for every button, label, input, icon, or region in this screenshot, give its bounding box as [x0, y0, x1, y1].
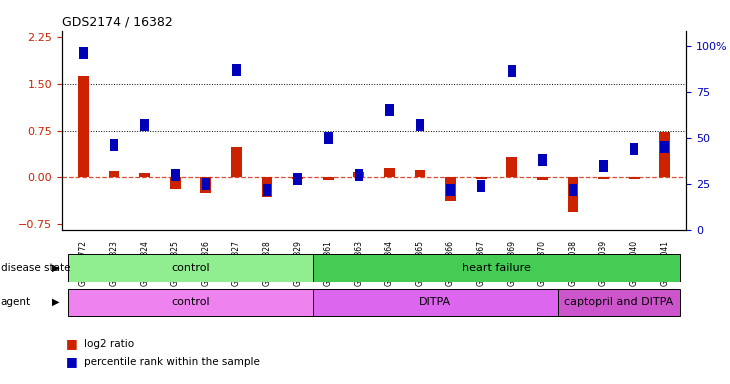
Bar [78, 76, 89, 177]
Bar [538, 154, 547, 166]
Text: ■: ■ [66, 355, 77, 368]
Bar [232, 64, 241, 76]
Text: percentile rank within the sample: percentile rank within the sample [84, 357, 260, 367]
Text: ▶: ▶ [53, 297, 60, 307]
Bar [537, 177, 548, 180]
Bar [140, 119, 149, 131]
Bar [323, 177, 334, 180]
Text: GDS2174 / 16382: GDS2174 / 16382 [62, 15, 173, 28]
Bar [558, 289, 680, 316]
Bar [313, 254, 680, 282]
Bar [170, 177, 180, 189]
Bar [476, 177, 487, 179]
Bar [263, 184, 272, 196]
Text: log2 ratio: log2 ratio [84, 339, 134, 349]
Bar [568, 177, 578, 212]
Bar [324, 132, 333, 144]
Bar [507, 65, 516, 78]
Bar [292, 177, 303, 179]
Bar [416, 119, 424, 131]
Bar [313, 289, 558, 316]
Bar [201, 177, 211, 193]
Bar [599, 160, 608, 172]
Bar [415, 170, 426, 177]
Bar [355, 169, 363, 181]
Bar [629, 177, 639, 179]
Bar [384, 168, 395, 177]
Text: ▶: ▶ [53, 263, 60, 273]
Bar [79, 47, 88, 59]
Bar [507, 157, 517, 177]
Bar [201, 178, 210, 190]
Bar [139, 173, 150, 177]
Bar [110, 139, 118, 151]
Bar [659, 132, 670, 177]
Text: heart failure: heart failure [462, 263, 531, 273]
Text: agent: agent [1, 297, 31, 307]
Bar [661, 141, 669, 153]
Bar [261, 177, 272, 197]
Bar [445, 177, 456, 201]
Bar [630, 143, 639, 155]
Bar [68, 289, 313, 316]
Bar [385, 104, 393, 116]
Text: control: control [172, 263, 210, 273]
Text: captopril and DITPA: captopril and DITPA [564, 297, 674, 308]
Text: control: control [172, 297, 210, 308]
Bar [569, 184, 577, 196]
Bar [446, 184, 455, 196]
Bar [109, 171, 120, 177]
Bar [231, 147, 242, 177]
Bar [477, 180, 485, 192]
Bar [599, 177, 609, 179]
Bar [353, 172, 364, 177]
Bar [68, 254, 313, 282]
Bar [293, 173, 302, 185]
Text: DITPA: DITPA [419, 297, 451, 308]
Text: ■: ■ [66, 337, 77, 350]
Bar [171, 169, 180, 181]
Text: disease state: disease state [1, 263, 70, 273]
